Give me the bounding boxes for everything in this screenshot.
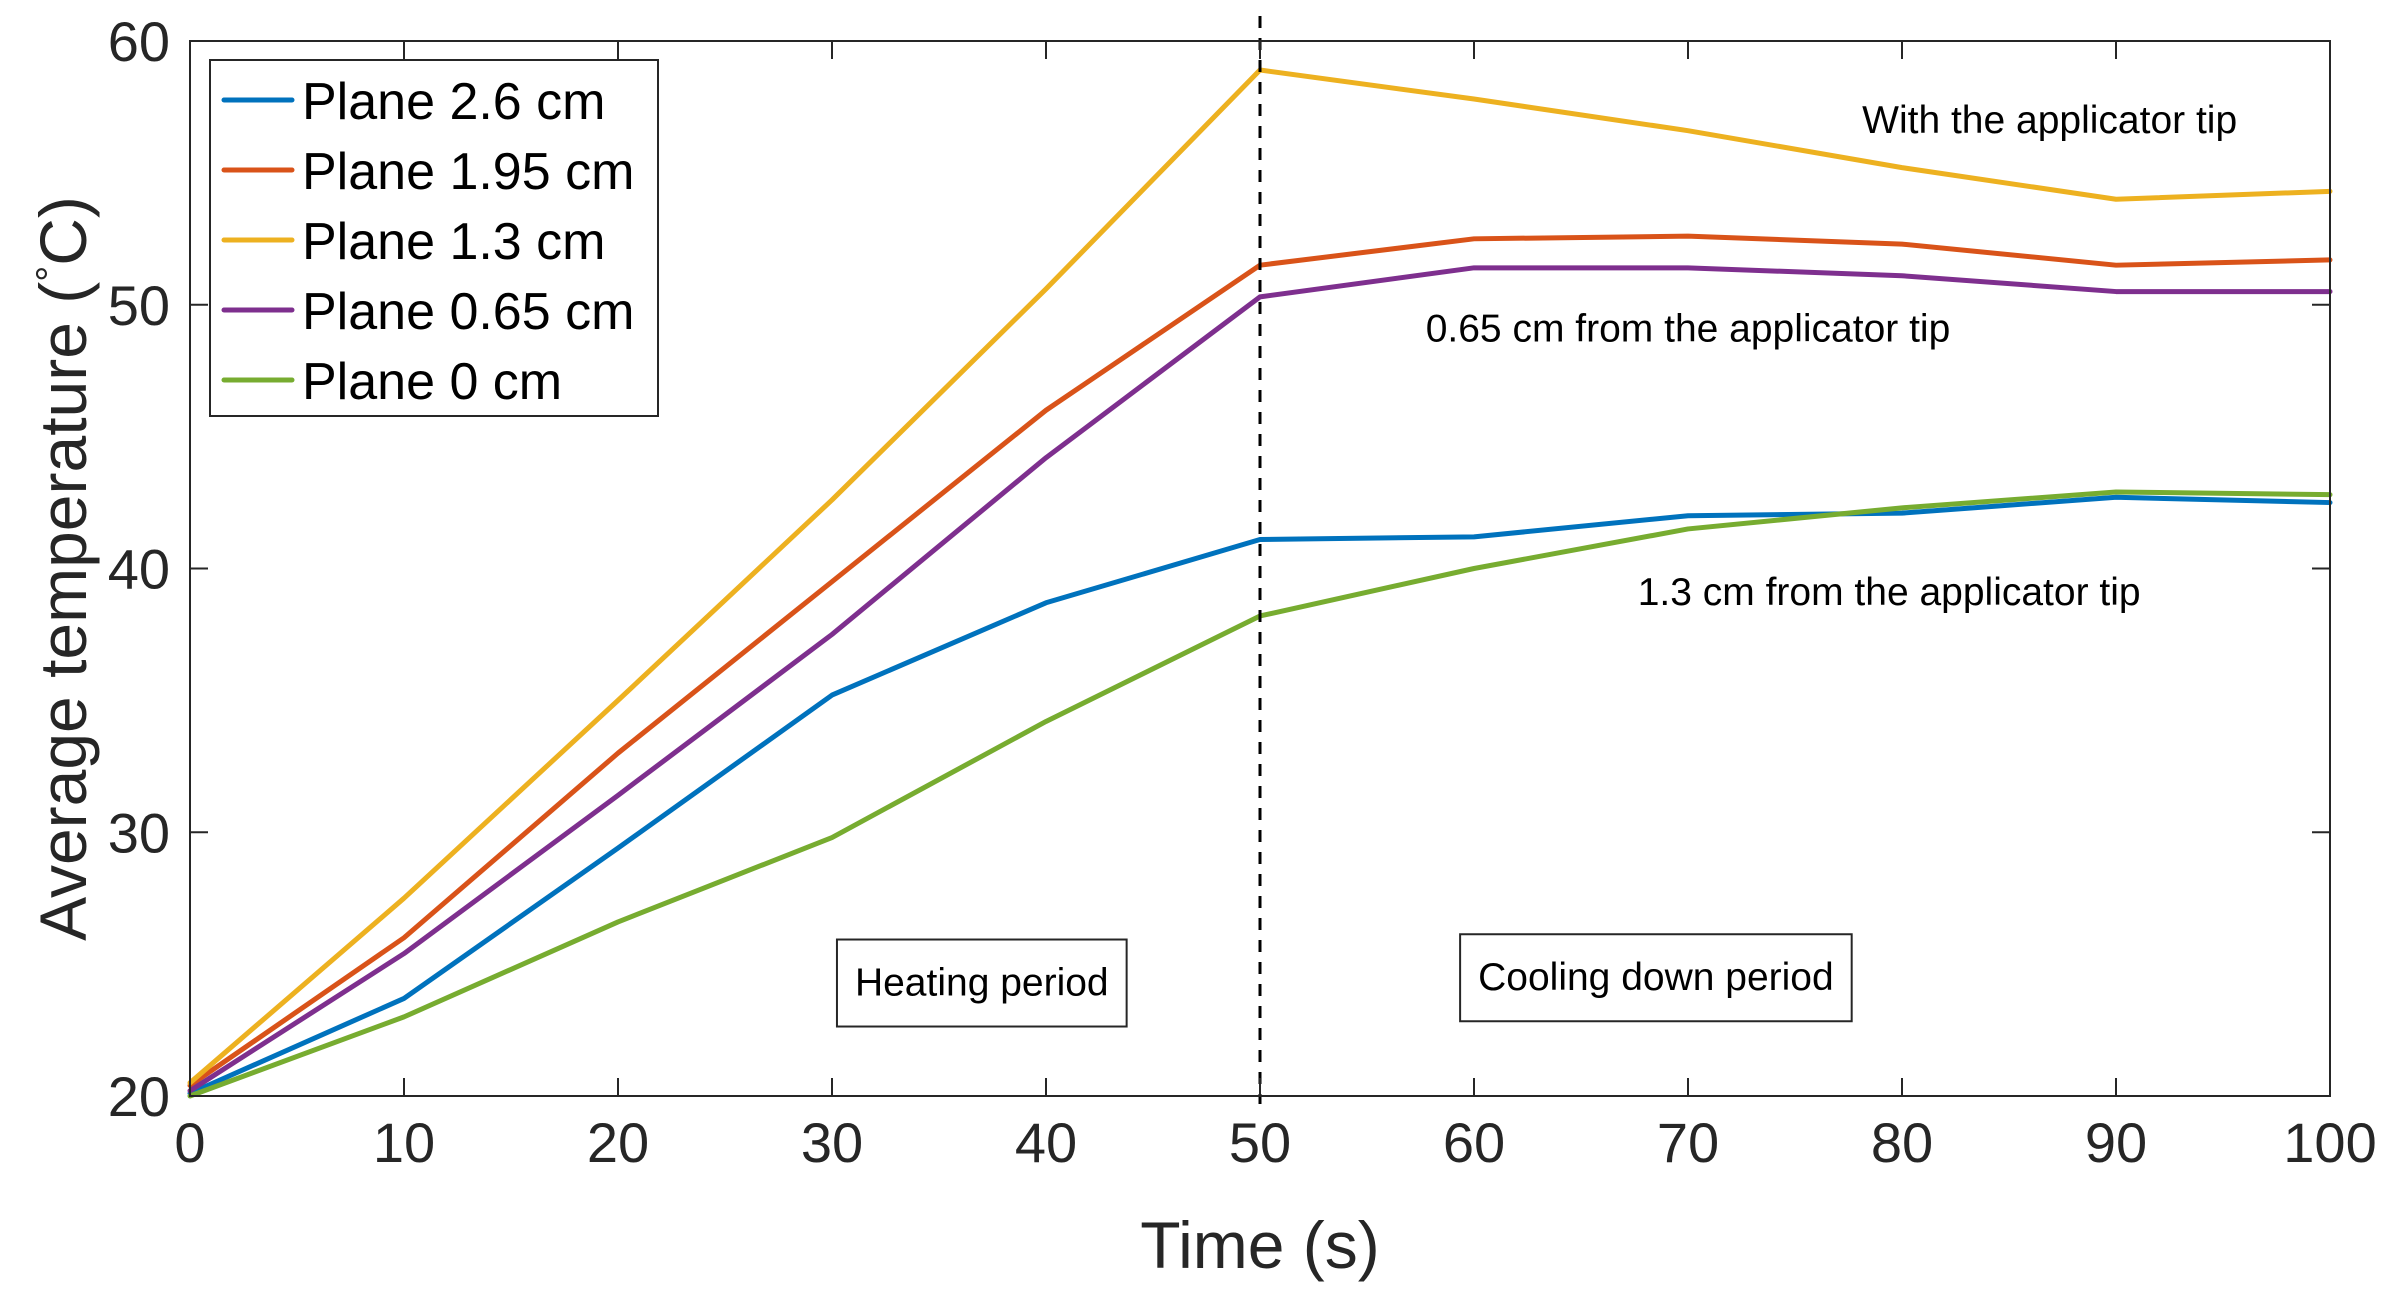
y-axis-title-main: Average temperature (: [26, 282, 100, 941]
y-tick-label-40: 40: [108, 538, 170, 601]
annotation-heating-period: Heating period: [855, 962, 1109, 1005]
legend-label-plane-1-3-cm: Plane 1.3 cm: [302, 213, 606, 271]
y-tick-label-30: 30: [108, 801, 170, 864]
x-tick-label-10: 10: [373, 1111, 435, 1174]
x-tick-label-70: 70: [1657, 1111, 1719, 1174]
series-line-plane-0-65-cm: [187, 265, 2333, 1094]
annotation-box-heating-period: [835, 938, 1128, 1028]
x-tick-label-0: 0: [174, 1111, 205, 1174]
legend-label-plane-2-6-cm: Plane 2.6 cm: [302, 73, 606, 131]
x-tick-label-40: 40: [1015, 1111, 1077, 1174]
y-axis-title-unit: C): [26, 196, 100, 266]
annotation-13-from-applicator-tip: 1.3 cm from the applicator tip: [1638, 571, 2141, 614]
x-tick-label-80: 80: [1871, 1111, 1933, 1174]
legend-label-plane-0-cm: Plane 0 cm: [302, 353, 562, 411]
series-line-plane-2-6-cm: [187, 494, 2333, 1096]
x-tick-label-20: 20: [587, 1111, 649, 1174]
annotation-with-applicator-tip: With the applicator tip: [1862, 99, 2237, 142]
annotation-065-from-applicator-tip: 0.65 cm from the applicator tip: [1426, 307, 1951, 350]
x-tick-label-30: 30: [801, 1111, 863, 1174]
x-tick-label-100: 100: [2283, 1111, 2376, 1174]
x-axis-title: Time (s): [1140, 1208, 1380, 1282]
y-tick-label-50: 50: [108, 274, 170, 337]
axes-group: 0 10 20 30 40 50 60 70 80 90 100 20 30 40 50 60: [108, 10, 2377, 1174]
y-tick-label-60: 60: [108, 10, 170, 73]
x-tick-label-50: 50: [1229, 1111, 1291, 1174]
annotation-cooling-period: Cooling down period: [1478, 956, 1834, 999]
x-tick-label-60: 60: [1443, 1111, 1505, 1174]
legend: Plane 2.6 cm Plane 1.95 cm Plane 1.3 cm Pla…: [209, 59, 659, 417]
legend-label-plane-0-65-cm: Plane 0.65 cm: [302, 283, 634, 341]
y-axis-title-degree: °: [29, 266, 73, 282]
legend-label-plane-1-95-cm: Plane 1.95 cm: [302, 143, 634, 201]
y-tick-label-20: 20: [108, 1065, 170, 1128]
y-axis-title: Average temperature (°C): [26, 196, 100, 941]
annotation-box-cooling-period: [1459, 933, 1853, 1023]
x-tick-label-90: 90: [2085, 1111, 2147, 1174]
annotations-group: With the applicator tip 0.65 cm from the …: [835, 99, 2237, 1028]
